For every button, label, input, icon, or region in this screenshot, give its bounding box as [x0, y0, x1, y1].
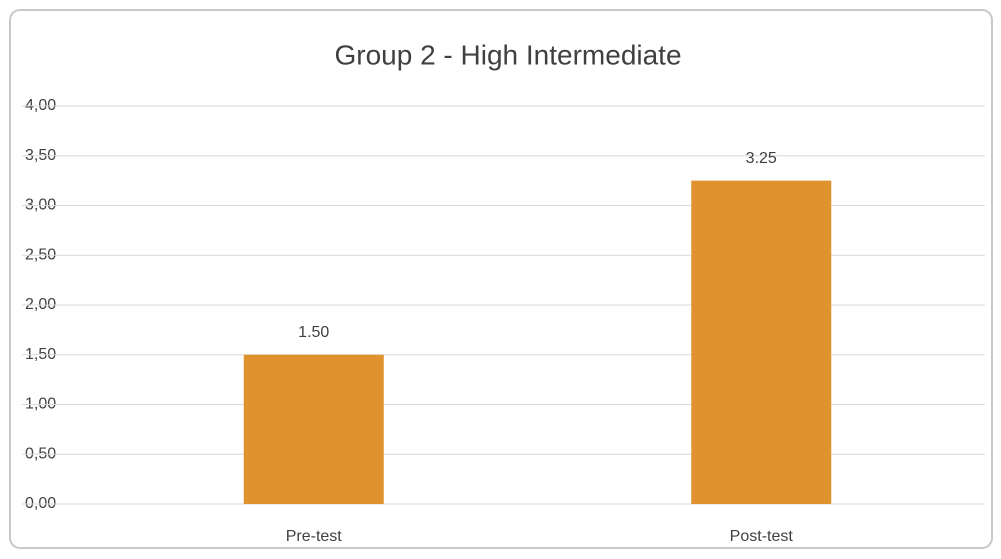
- data-label: 1.50: [298, 324, 329, 341]
- bar: [691, 180, 832, 504]
- x-tick-label: Post-test: [730, 528, 794, 545]
- x-tick-label: Pre-test: [286, 528, 343, 545]
- data-label: 3.25: [746, 150, 777, 167]
- bar: [243, 354, 384, 504]
- chart-frame: [9, 9, 993, 549]
- chart-title: Group 2 - High Intermediate: [334, 39, 681, 70]
